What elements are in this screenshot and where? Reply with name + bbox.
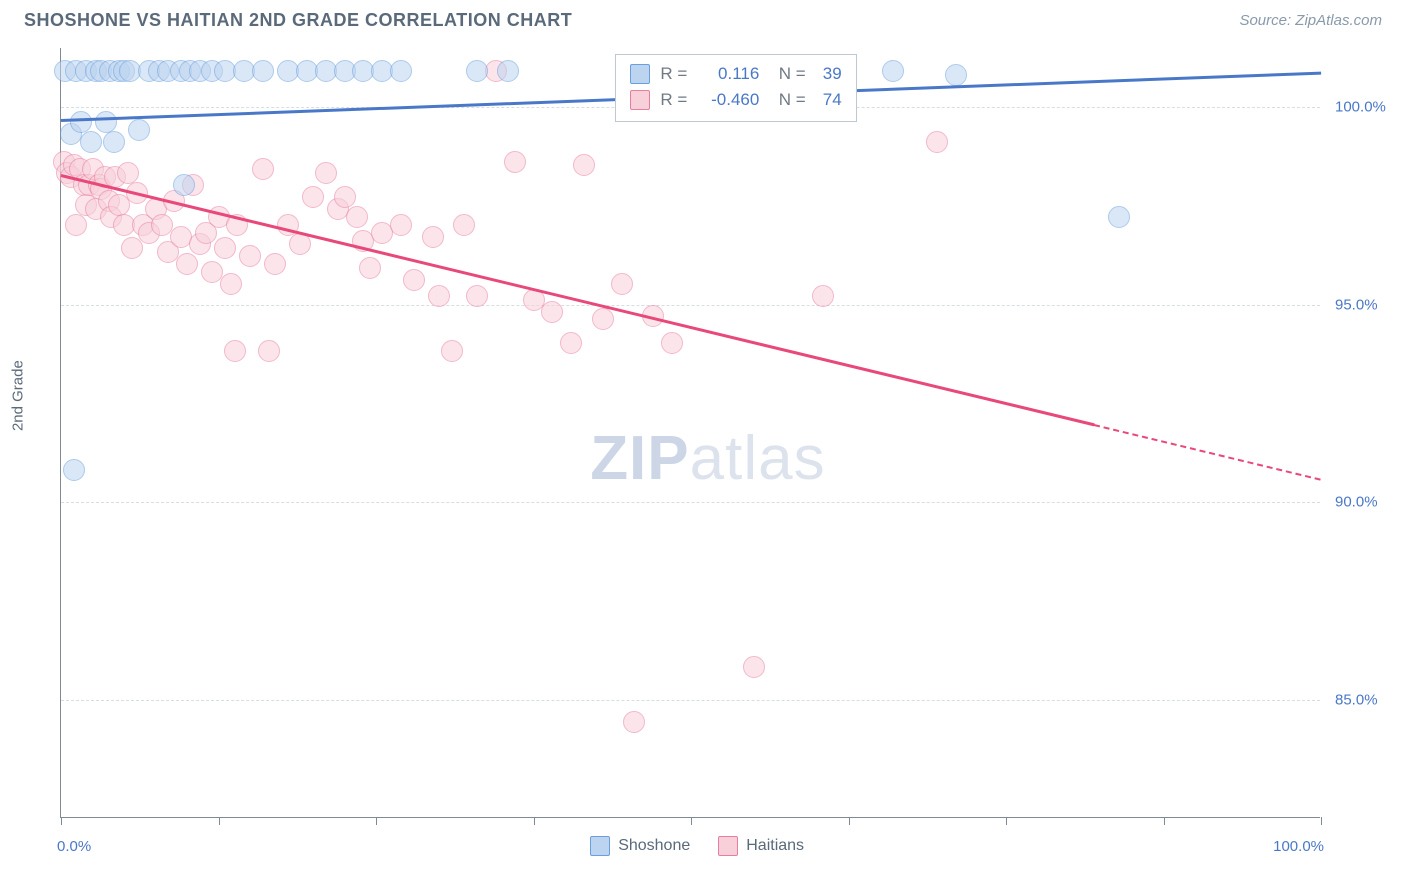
x-tick	[1321, 817, 1322, 825]
data-point-shoshone	[882, 60, 904, 82]
x-tick	[1164, 817, 1165, 825]
data-point-shoshone	[128, 119, 150, 141]
data-point-haitians	[302, 186, 324, 208]
gridline	[61, 700, 1320, 701]
data-point-shoshone	[466, 60, 488, 82]
data-point-haitians	[214, 237, 236, 259]
data-point-shoshone	[497, 60, 519, 82]
y-tick-label: 95.0%	[1335, 296, 1378, 313]
data-point-haitians	[466, 285, 488, 307]
data-point-haitians	[224, 340, 246, 362]
data-point-haitians	[926, 131, 948, 153]
data-point-shoshone	[252, 60, 274, 82]
data-point-haitians	[239, 245, 261, 267]
x-axis-max-label: 100.0%	[1273, 838, 1324, 855]
source-attribution: Source: ZipAtlas.com	[1239, 12, 1382, 29]
data-point-shoshone	[95, 111, 117, 133]
legend-swatch-shoshone	[590, 836, 610, 856]
x-tick	[61, 817, 62, 825]
data-point-haitians	[422, 226, 444, 248]
y-axis-label: 2nd Grade	[10, 360, 27, 431]
data-point-shoshone	[945, 64, 967, 86]
data-point-haitians	[441, 340, 463, 362]
x-tick	[691, 817, 692, 825]
legend-swatch-haitians	[718, 836, 738, 856]
data-point-haitians	[428, 285, 450, 307]
correlation-stats-box: R = 0.116 N = 39 R = -0.460 N = 74	[615, 54, 856, 122]
data-point-haitians	[611, 273, 633, 295]
legend-item-haitians: Haitians	[718, 836, 804, 856]
stat-n-label: N =	[769, 90, 805, 110]
data-point-haitians	[541, 301, 563, 323]
stat-n-value-haitians: 74	[816, 90, 842, 110]
legend: Shoshone Haitians	[590, 836, 804, 856]
x-tick	[376, 817, 377, 825]
legend-label-shoshone: Shoshone	[618, 837, 690, 855]
data-point-shoshone	[80, 131, 102, 153]
data-point-haitians	[264, 253, 286, 275]
swatch-haitians	[630, 90, 650, 110]
stat-r-value-haitians: -0.460	[697, 90, 759, 110]
data-point-haitians	[390, 214, 412, 236]
stat-n-label: N =	[769, 64, 805, 84]
legend-label-haitians: Haitians	[746, 837, 804, 855]
swatch-shoshone	[630, 64, 650, 84]
data-point-shoshone	[63, 459, 85, 481]
x-tick	[1006, 817, 1007, 825]
data-point-haitians	[176, 253, 198, 275]
scatter-plot: 100.0%95.0%90.0%85.0%0.0%100.0%ZIPatlasR…	[60, 48, 1320, 818]
legend-item-shoshone: Shoshone	[590, 836, 690, 856]
watermark: ZIPatlas	[590, 423, 825, 494]
data-point-haitians	[560, 332, 582, 354]
gridline	[61, 502, 1320, 503]
stat-r-label: R =	[660, 64, 687, 84]
data-point-haitians	[812, 285, 834, 307]
data-point-haitians	[334, 186, 356, 208]
data-point-haitians	[453, 214, 475, 236]
data-point-haitians	[117, 162, 139, 184]
trend-line-haitians	[1094, 424, 1321, 481]
y-tick-label: 100.0%	[1335, 99, 1386, 116]
stat-r-label: R =	[660, 90, 687, 110]
data-point-haitians	[743, 656, 765, 678]
y-tick-label: 90.0%	[1335, 494, 1378, 511]
x-axis-min-label: 0.0%	[57, 838, 91, 855]
stat-r-value-shoshone: 0.116	[697, 64, 759, 84]
x-tick	[219, 817, 220, 825]
x-tick	[849, 817, 850, 825]
data-point-shoshone	[70, 111, 92, 133]
data-point-shoshone	[1108, 206, 1130, 228]
stat-n-value-shoshone: 39	[816, 64, 842, 84]
stat-row-haitians: R = -0.460 N = 74	[630, 87, 841, 113]
data-point-haitians	[661, 332, 683, 354]
data-point-shoshone	[173, 174, 195, 196]
data-point-haitians	[346, 206, 368, 228]
data-point-haitians	[315, 162, 337, 184]
trend-line-haitians	[61, 174, 1095, 426]
chart-title: SHOSHONE VS HAITIAN 2ND GRADE CORRELATIO…	[24, 10, 572, 31]
data-point-haitians	[252, 158, 274, 180]
gridline	[61, 305, 1320, 306]
data-point-haitians	[220, 273, 242, 295]
data-point-haitians	[623, 711, 645, 733]
data-point-shoshone	[103, 131, 125, 153]
data-point-haitians	[65, 214, 87, 236]
data-point-haitians	[592, 308, 614, 330]
data-point-haitians	[573, 154, 595, 176]
data-point-haitians	[121, 237, 143, 259]
data-point-haitians	[504, 151, 526, 173]
data-point-haitians	[258, 340, 280, 362]
x-tick	[534, 817, 535, 825]
y-tick-label: 85.0%	[1335, 691, 1378, 708]
data-point-shoshone	[390, 60, 412, 82]
stat-row-shoshone: R = 0.116 N = 39	[630, 61, 841, 87]
chart-container: 2nd Grade 100.0%95.0%90.0%85.0%0.0%100.0…	[48, 48, 1388, 868]
data-point-haitians	[403, 269, 425, 291]
data-point-haitians	[359, 257, 381, 279]
